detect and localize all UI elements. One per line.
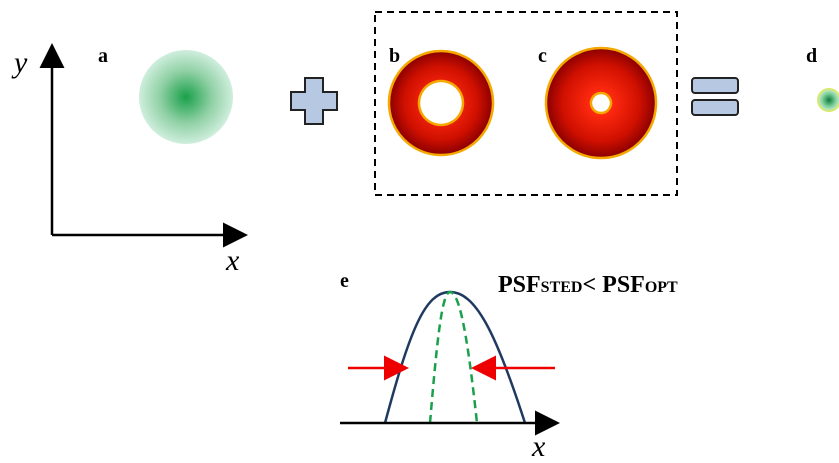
formula-text: PSF [498, 272, 541, 298]
equals-sign [692, 78, 738, 115]
formula-subscript: OPT [645, 279, 678, 296]
formula: PSFSTED<PSFOPT [498, 272, 678, 298]
donut-beam [389, 51, 493, 155]
excitation-spot [139, 50, 233, 144]
sted-spot [818, 89, 839, 111]
plus-sign [291, 78, 337, 124]
psf-opt-curve [385, 292, 525, 423]
axis-label: x [225, 244, 240, 277]
panel-label: d [806, 45, 817, 67]
axis-label: x [531, 430, 546, 463]
panel-label: c [538, 45, 547, 67]
donut-beam [546, 48, 656, 158]
formula-text: PSF [602, 272, 645, 298]
formula-subscript: STED [541, 279, 583, 296]
panel-label: e [340, 270, 349, 292]
panel-label: a [98, 45, 108, 67]
panel-label: b [389, 45, 400, 67]
formula-text: < [582, 272, 596, 298]
axis-label: y [11, 46, 28, 79]
figure: y x a b c d e PSFSTED<PSFOPT x [0, 0, 839, 463]
psf-sted-curve [430, 292, 477, 423]
